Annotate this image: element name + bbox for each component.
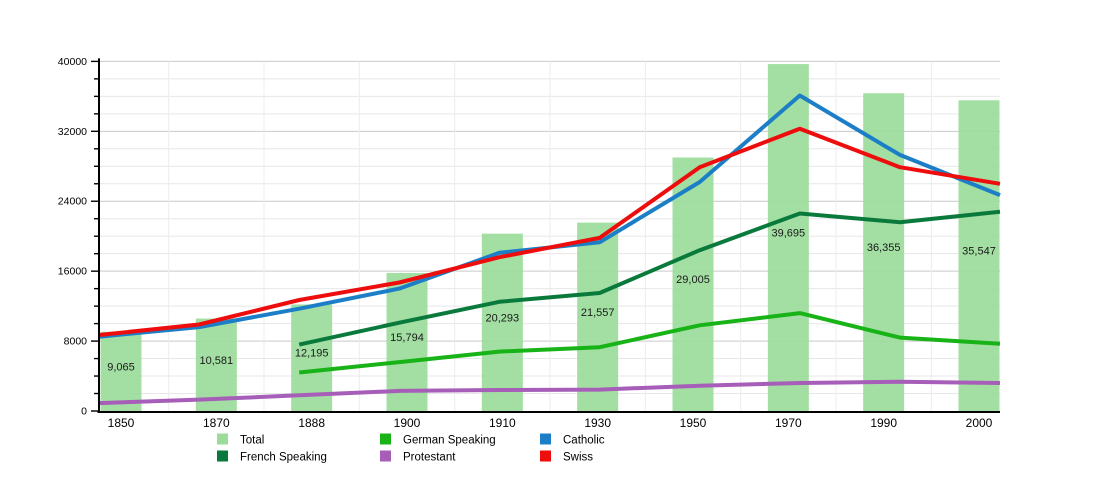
- legend-item-french-speaking: French Speaking: [217, 450, 327, 464]
- total-bar-2000: [958, 100, 1000, 412]
- x-tick-label: 1910: [489, 416, 516, 430]
- legend-label: Protestant: [403, 452, 456, 464]
- x-tick-label: 1970: [775, 416, 802, 430]
- bar-value-label: 39,695: [772, 228, 806, 240]
- legend-swatch-swiss: [540, 450, 551, 462]
- bar-value-label: 9,065: [107, 361, 135, 373]
- total-bar-1970: [767, 64, 809, 411]
- bar-value-label: 35,547: [962, 246, 996, 258]
- y-tick-label: 40000: [58, 56, 87, 68]
- x-tick-label: 1930: [584, 416, 611, 430]
- x-tick-label: 1900: [394, 416, 421, 430]
- legend-swatch-total: [217, 433, 228, 445]
- bar-value-label: 21,557: [581, 307, 615, 319]
- y-tick-label: 0: [81, 406, 87, 418]
- x-tick-label: 2000: [966, 416, 993, 430]
- y-tick-label: 8000: [64, 336, 88, 348]
- y-tick-label: 24000: [58, 196, 87, 208]
- line-german-speaking: [298, 311, 1001, 375]
- total-bar-1930: [577, 222, 619, 411]
- legend-label: German Speaking: [403, 435, 496, 447]
- bar-value-label: 15,794: [390, 332, 424, 344]
- legend-swatch-protestant: [380, 450, 391, 462]
- legend-label: Swiss: [563, 452, 593, 464]
- bar-value-label: 12,195: [295, 348, 329, 360]
- bar-value-label: 36,355: [867, 242, 901, 254]
- y-tick-label: 32000: [58, 126, 87, 138]
- legend-item-catholic: Catholic: [540, 433, 605, 447]
- x-tick-label: 1950: [680, 416, 707, 430]
- legend-label: French Speaking: [240, 452, 327, 464]
- x-tick-label: 1888: [298, 416, 325, 430]
- legend-swatch-catholic: [540, 433, 551, 445]
- legend-item-total: Total: [217, 433, 264, 447]
- bar-value-label: 29,005: [676, 274, 710, 286]
- x-tick-label: 1850: [108, 416, 135, 430]
- line-protestant: [98, 379, 1001, 406]
- total-bar-1850: [100, 331, 142, 411]
- legend-item-swiss: Swiss: [540, 450, 593, 464]
- legend-item-german-speaking: German Speaking: [380, 433, 496, 447]
- bar-value-label: 20,293: [486, 312, 520, 324]
- legend-swatch-french-speaking: [217, 450, 228, 462]
- total-bar-1900: [386, 272, 428, 411]
- total-bar-1910: [481, 233, 523, 411]
- legend-swatch-german-speaking: [380, 433, 391, 445]
- x-tick-label: 1990: [870, 416, 897, 430]
- line-french-speaking: [298, 209, 1001, 347]
- y-tick-label: 16000: [58, 266, 87, 278]
- line-swiss: [98, 126, 1001, 337]
- legend-label: Catholic: [563, 435, 605, 447]
- legend-item-protestant: Protestant: [380, 450, 456, 464]
- total-bar-1870: [195, 318, 237, 411]
- bar-value-label: 10,581: [200, 355, 234, 367]
- legend-label: Total: [240, 435, 264, 447]
- x-tick-label: 1870: [203, 416, 230, 430]
- total-bar-1950: [672, 157, 714, 411]
